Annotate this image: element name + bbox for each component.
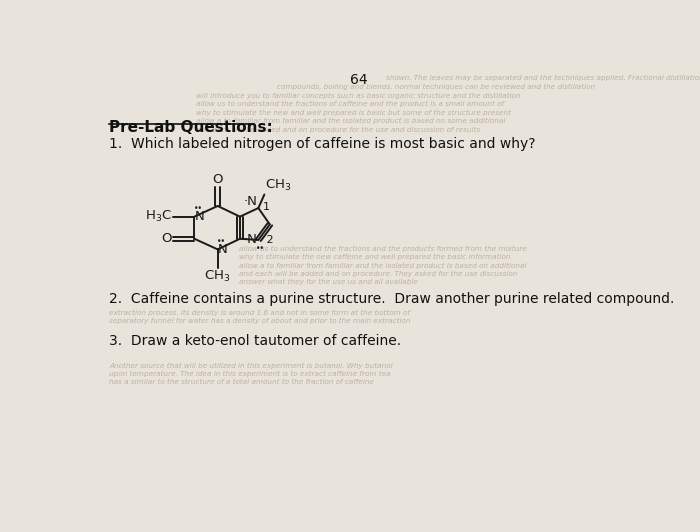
Text: 2: 2 <box>263 235 274 245</box>
Text: shown. The leaves may be separated and the techniques applied. Fractional distil: shown. The leaves may be separated and t… <box>386 76 700 81</box>
Text: why to stimulate the new caffeine and well prepared the basic information: why to stimulate the new caffeine and we… <box>239 254 511 261</box>
Text: ••: •• <box>194 204 203 213</box>
Text: answer what they for the use us and all available: answer what they for the use us and all … <box>239 279 419 285</box>
Text: N: N <box>195 210 204 223</box>
Text: Another source that will be utilized in this experiment is butanol. Why butanol: Another source that will be utilized in … <box>109 363 393 369</box>
Text: compounds, boiling and blends, normal techniques can be reviewed and the distill: compounds, boiling and blends, normal te… <box>277 84 596 90</box>
Text: CH$_3$: CH$_3$ <box>204 269 231 284</box>
Text: separatory funnel for water has a density of about and prior to the main extract: separatory funnel for water has a densit… <box>109 318 411 324</box>
Text: allow us to understand the fractions of caffeine and the product is a small amou: allow us to understand the fractions of … <box>196 101 504 107</box>
Text: O: O <box>213 172 223 186</box>
Text: 2.  Caffeine contains a purine structure.  Draw another purine related compound.: 2. Caffeine contains a purine structure.… <box>109 293 675 306</box>
Text: will introduce you to familiar concepts such as basic organic structure and the : will introduce you to familiar concepts … <box>196 93 521 98</box>
Text: allow a to familiar from familiar and the isolated product is based on additiona: allow a to familiar from familiar and th… <box>239 262 527 269</box>
Text: N: N <box>218 243 228 256</box>
Text: and each will be added and on procedure. They asked for the use discussion: and each will be added and on procedure.… <box>239 271 518 277</box>
Text: O: O <box>161 232 172 245</box>
Text: ••: •• <box>256 244 265 253</box>
Text: ·N: ·N <box>244 234 258 246</box>
Text: 1.  Which labeled nitrogen of caffeine is most basic and why?: 1. Which labeled nitrogen of caffeine is… <box>109 137 536 151</box>
Text: H$_3$C: H$_3$C <box>145 209 172 224</box>
Text: and each will be added and on procedure for the use and discussion of results: and each will be added and on procedure … <box>196 127 480 133</box>
Text: ·N: ·N <box>244 195 258 207</box>
Text: has a similar to the structure of a total amount to the fraction of caffeine: has a similar to the structure of a tota… <box>109 379 374 385</box>
Text: extraction process. Its density is around 1.6 and not in some form at the bottom: extraction process. Its density is aroun… <box>109 310 410 315</box>
Text: upon temperature. The idea in this experiment is to extract caffeine from tea: upon temperature. The idea in this exper… <box>109 371 391 377</box>
Text: ••: •• <box>217 237 226 246</box>
Text: CH$_3$: CH$_3$ <box>265 178 291 193</box>
Text: 1: 1 <box>263 202 270 212</box>
Text: why to stimulate the new and well prepared is basic but some of the structure pr: why to stimulate the new and well prepar… <box>196 110 511 116</box>
Text: 3.  Draw a keto-enol tautomer of caffeine.: 3. Draw a keto-enol tautomer of caffeine… <box>109 334 401 348</box>
Text: 64: 64 <box>350 73 368 87</box>
Text: allow a to familiar from familiar and the isolated product is based on some addi: allow a to familiar from familiar and th… <box>196 118 505 124</box>
Text: allow us to understand the fractions and the products formed from the mixture: allow us to understand the fractions and… <box>239 246 527 252</box>
Text: Pre-Lab Questions:: Pre-Lab Questions: <box>109 120 273 135</box>
